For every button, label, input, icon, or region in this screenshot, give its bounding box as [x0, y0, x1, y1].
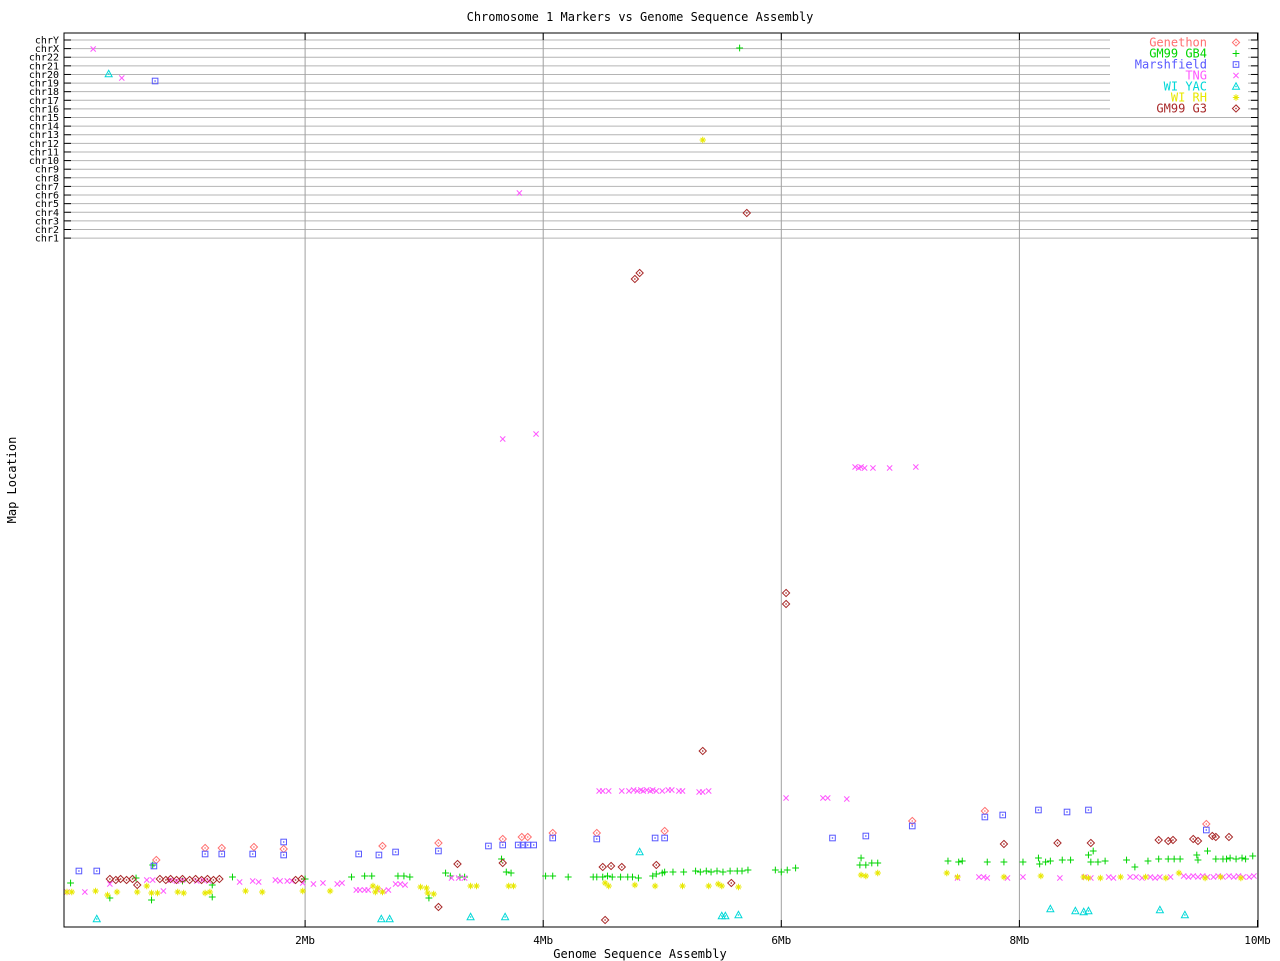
legend-entry-gm99-gb4: GM99 GB4: [1149, 47, 1240, 61]
y-tick-label: chr16: [29, 104, 59, 115]
chromosome-gridlines: [66, 39, 1257, 239]
chromosome-labels: chrYchrXchr22chr21chr20chr19chr18chr17ch…: [29, 36, 59, 245]
y-tick-label: chr8: [35, 173, 59, 184]
y-tick-label: chrY: [35, 36, 59, 47]
legend-label: Marshfield: [1135, 58, 1207, 72]
series-wi-rh: [63, 136, 1245, 899]
x-tick-label: 8Mb: [1009, 934, 1029, 947]
legend-label: Genethon: [1149, 36, 1207, 50]
legend-label: WI RH: [1171, 91, 1207, 105]
legend-entry-wi-rh: WI RH: [1171, 91, 1240, 105]
cross-icon: [1233, 72, 1239, 79]
y-tick-label: chr7: [35, 182, 59, 193]
legend-label: GM99 GB4: [1149, 47, 1207, 61]
y-tick-label: chr15: [29, 113, 59, 124]
series-gm99-g3: [105, 208, 1234, 925]
diamond-open-icon: [1231, 38, 1241, 47]
square-open-icon: [1232, 61, 1240, 68]
legend-entry-tng: TNG: [1185, 69, 1239, 83]
legend-entry-gm99-g3: GM99 G3: [1156, 102, 1241, 116]
x-tick-label: 2Mb: [295, 934, 315, 947]
y-tick-label: chr1: [35, 234, 59, 245]
chart-title: Chromosome 1 Markers vs Genome Sequence …: [466, 10, 814, 24]
series-tng: [64, 46, 1257, 895]
star-icon: [1232, 94, 1240, 101]
legend-label: TNG: [1185, 69, 1207, 83]
y-tick-label: chr2: [35, 225, 59, 236]
x-tick-label: 6Mb: [771, 934, 791, 947]
y-tick-label: chr5: [35, 199, 59, 210]
y-tick-label: chr12: [29, 139, 59, 150]
series-marshfield: [75, 77, 1210, 875]
triangle-open-icon: [1231, 81, 1241, 90]
y-tick-label: chr21: [29, 61, 59, 72]
series-wi-yac: [92, 69, 1190, 923]
legend-label: GM99 G3: [1156, 102, 1207, 116]
y-tick-label: chr3: [35, 216, 59, 227]
y-tick-label: chr10: [29, 156, 59, 167]
plot-border: [63, 32, 1259, 928]
x-axis-label: Genome Sequence Assembly: [553, 947, 727, 961]
y-tick-label: chr6: [35, 191, 59, 202]
mb-gridlines: [304, 33, 1020, 927]
y-tick-label: chr20: [29, 70, 59, 81]
y-tick-label: chr9: [35, 165, 59, 176]
y-tick-label: chr17: [29, 96, 59, 107]
y-tick-label: chr19: [29, 79, 59, 90]
series-genethon: [151, 806, 1211, 865]
legend-entry-marshfield: Marshfield: [1135, 58, 1240, 72]
legend-label: WI YAC: [1164, 80, 1207, 94]
y-tick-label: chrX: [35, 44, 59, 55]
y-tick-label: chr18: [29, 87, 59, 98]
axis-ticks: [64, 33, 1258, 927]
y-tick-label: chr22: [29, 53, 59, 64]
y-tick-label: chr14: [29, 122, 59, 133]
x-tick-label: 4Mb: [533, 934, 553, 947]
y-tick-label: chr4: [35, 208, 59, 219]
diamond-open-icon: [1231, 104, 1241, 113]
series-gm99-gb4: [67, 44, 1257, 904]
legend-entry-genethon: Genethon: [1149, 36, 1241, 50]
y-tick-label: chr11: [29, 147, 59, 158]
mb-tick-labels: 2Mb 4Mb 6Mb 8Mb 10Mb: [295, 934, 1271, 947]
x-tick-label: 10Mb: [1244, 934, 1271, 947]
y-tick-label: chr13: [29, 130, 59, 141]
legend-entry-wi-yac: WI YAC: [1164, 80, 1241, 94]
plus-icon: [1232, 50, 1240, 57]
